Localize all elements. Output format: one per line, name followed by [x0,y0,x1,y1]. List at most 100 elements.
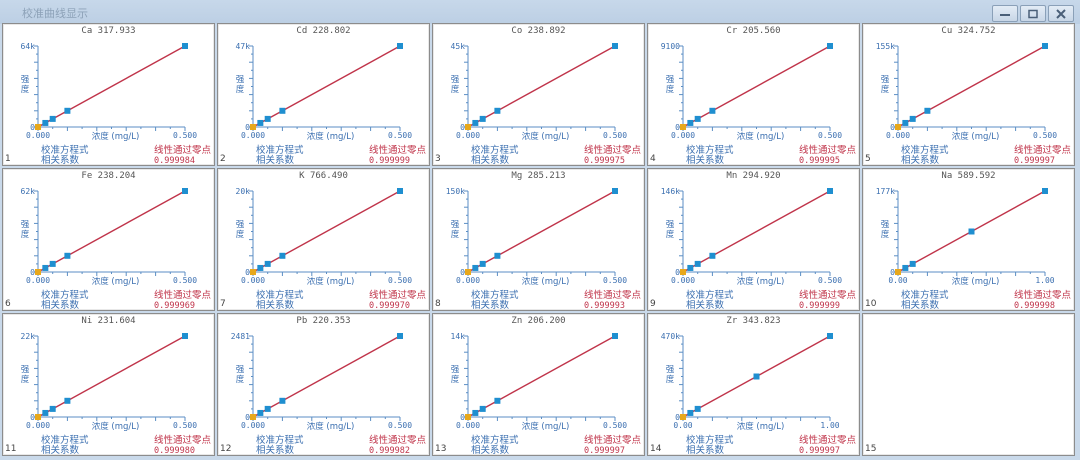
zero-point-marker[interactable] [35,414,41,420]
standard-point-marker[interactable] [472,119,479,126]
standard-point-marker[interactable] [612,43,618,49]
calibration-panel-10[interactable]: Na 589.592 177k 0 0.00 1.00 浓度 (mg/L) 强度 校准方程… [862,168,1075,311]
calibration-panel-15[interactable]: 15 [862,313,1075,456]
standard-point-marker[interactable] [494,107,501,114]
calibration-panel-14[interactable]: Zr 343.823 470k 0 0.00 1.00 浓度 (mg/L) 强度 校准方程… [647,313,860,456]
equation-label[interactable]: 校准方程式 [686,435,734,446]
calibration-panel-2[interactable]: Cd 228.802 47k 0 0.000 0.500 浓度 (mg/L) 强度 校准方… [217,23,430,166]
equation-label[interactable]: 校准方程式 [901,290,949,301]
zero-point-marker[interactable] [680,414,686,420]
standard-point-marker[interactable] [279,107,286,114]
standard-point-marker[interactable] [909,115,916,122]
standard-point-marker[interactable] [612,333,618,339]
standard-point-marker[interactable] [257,119,264,126]
standard-point-marker[interactable] [42,264,49,271]
standard-point-marker[interactable] [264,405,271,412]
standard-point-marker[interactable] [479,115,486,122]
standard-point-marker[interactable] [64,107,71,114]
calibration-panel-11[interactable]: Ni 231.604 22k 0 0.000 0.500 浓度 (mg/L) 强度 校准方… [2,313,215,456]
standard-point-marker[interactable] [397,43,403,49]
standard-point-marker[interactable] [397,333,403,339]
zero-point-marker[interactable] [465,269,471,275]
zero-point-marker[interactable] [680,124,686,130]
standard-point-marker[interactable] [479,405,486,412]
zero-point-marker[interactable] [35,269,41,275]
standard-point-marker[interactable] [182,333,188,339]
standard-point-marker[interactable] [1042,188,1048,194]
standard-point-marker[interactable] [694,115,701,122]
standard-point-marker[interactable] [49,260,56,267]
calibration-panel-4[interactable]: Cr 205.560 9100 0 0.000 0.500 浓度 (mg/L) 强度 校准… [647,23,860,166]
standard-point-marker[interactable] [709,107,716,114]
standard-point-marker[interactable] [479,260,486,267]
standard-point-marker[interactable] [49,405,56,412]
standard-point-marker[interactable] [279,397,286,404]
standard-point-marker[interactable] [612,188,618,194]
equation-label[interactable]: 校准方程式 [901,145,949,156]
standard-point-marker[interactable] [42,119,49,126]
standard-point-marker[interactable] [909,260,916,267]
standard-point-marker[interactable] [924,107,931,114]
standard-point-marker[interactable] [257,409,264,416]
equation-label[interactable]: 校准方程式 [256,145,304,156]
standard-point-marker[interactable] [902,119,909,126]
standard-point-marker[interactable] [264,260,271,267]
equation-label[interactable]: 校准方程式 [256,435,304,446]
calibration-panel-7[interactable]: K 766.490 20k 0 0.000 0.500 浓度 (mg/L) 强度 校准方程… [217,168,430,311]
standard-point-marker[interactable] [687,409,694,416]
standard-point-marker[interactable] [902,264,909,271]
standard-point-marker[interactable] [49,115,56,122]
standard-point-marker[interactable] [827,43,833,49]
standard-point-marker[interactable] [472,409,479,416]
standard-point-marker[interactable] [64,397,71,404]
calibration-panel-9[interactable]: Mn 294.920 146k 0 0.000 0.500 浓度 (mg/L) 强度 校准… [647,168,860,311]
zero-point-marker[interactable] [895,269,901,275]
standard-point-marker[interactable] [694,260,701,267]
standard-point-marker[interactable] [494,397,501,404]
standard-point-marker[interactable] [827,188,833,194]
standard-point-marker[interactable] [42,409,49,416]
minimize-button[interactable] [992,5,1018,22]
equation-label[interactable]: 校准方程式 [471,435,519,446]
equation-label[interactable]: 校准方程式 [686,290,734,301]
zero-point-marker[interactable] [465,124,471,130]
zero-point-marker[interactable] [250,414,256,420]
standard-point-marker[interactable] [827,333,833,339]
standard-point-marker[interactable] [279,252,286,259]
standard-point-marker[interactable] [709,252,716,259]
zero-point-marker[interactable] [250,269,256,275]
calibration-panel-12[interactable]: Pb 220.353 2481 0 0.000 0.500 浓度 (mg/L) 强度 校准… [217,313,430,456]
standard-point-marker[interactable] [64,252,71,259]
standard-point-marker[interactable] [397,188,403,194]
standard-point-marker[interactable] [968,228,975,235]
equation-label[interactable]: 校准方程式 [686,145,734,156]
standard-point-marker[interactable] [687,119,694,126]
equation-label[interactable]: 校准方程式 [41,290,89,301]
maximize-button[interactable] [1020,5,1046,22]
close-button[interactable] [1048,5,1074,22]
standard-point-marker[interactable] [753,373,760,380]
standard-point-marker[interactable] [472,264,479,271]
calibration-panel-6[interactable]: Fe 238.204 62k 0 0.000 0.500 浓度 (mg/L) 强度 校准方… [2,168,215,311]
zero-point-marker[interactable] [35,124,41,130]
equation-label[interactable]: 校准方程式 [41,435,89,446]
standard-point-marker[interactable] [182,43,188,49]
equation-label[interactable]: 校准方程式 [471,290,519,301]
calibration-panel-3[interactable]: Co 238.892 45k 0 0.000 0.500 浓度 (mg/L) 强度 校准方… [432,23,645,166]
standard-point-marker[interactable] [694,405,701,412]
equation-label[interactable]: 校准方程式 [41,145,89,156]
calibration-panel-1[interactable]: Ca 317.933 64k 0 0.000 0.500 浓度 (mg/L) 强度 校准方… [2,23,215,166]
zero-point-marker[interactable] [465,414,471,420]
standard-point-marker[interactable] [182,188,188,194]
standard-point-marker[interactable] [257,264,264,271]
standard-point-marker[interactable] [264,115,271,122]
calibration-panel-8[interactable]: Mg 285.213 150k 0 0.000 0.500 浓度 (mg/L) 强度 校准… [432,168,645,311]
standard-point-marker[interactable] [494,252,501,259]
zero-point-marker[interactable] [895,124,901,130]
standard-point-marker[interactable] [687,264,694,271]
calibration-panel-13[interactable]: Zn 206.200 14k 0 0.000 0.500 浓度 (mg/L) 强度 校准方… [432,313,645,456]
equation-label[interactable]: 校准方程式 [256,290,304,301]
zero-point-marker[interactable] [680,269,686,275]
standard-point-marker[interactable] [1042,43,1048,49]
calibration-panel-5[interactable]: Cu 324.752 155k 0 0.000 0.500 浓度 (mg/L) 强度 校准… [862,23,1075,166]
